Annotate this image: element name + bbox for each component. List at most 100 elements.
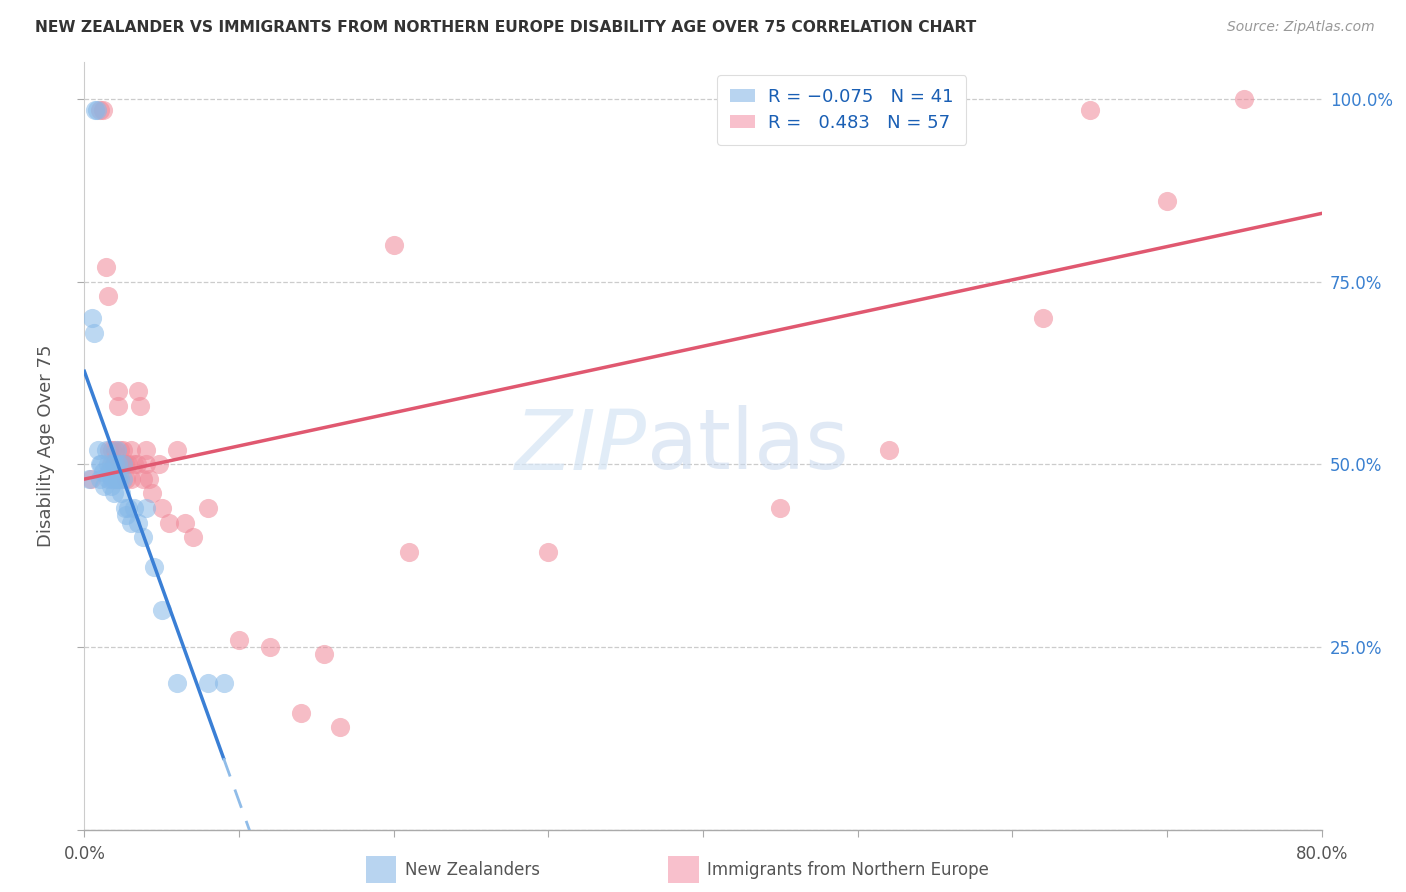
Point — [129, 399, 152, 413]
Point — [148, 457, 170, 471]
Point — [89, 103, 111, 117]
Point — [537, 545, 560, 559]
Text: Immigrants from Northern Europe: Immigrants from Northern Europe — [707, 861, 988, 879]
Point — [101, 472, 124, 486]
Point — [1032, 311, 1054, 326]
Point — [107, 384, 129, 399]
Point — [150, 501, 173, 516]
Point — [108, 442, 131, 457]
Point — [93, 479, 115, 493]
Point — [382, 238, 405, 252]
Point — [104, 457, 127, 471]
Point — [259, 640, 281, 654]
Point — [312, 647, 335, 661]
Point — [101, 442, 124, 457]
Point — [87, 442, 110, 457]
Point — [1078, 103, 1101, 117]
Point — [89, 472, 111, 486]
Point — [96, 289, 118, 303]
Point — [115, 508, 138, 523]
Point — [90, 457, 112, 471]
Point — [104, 472, 127, 486]
Point — [110, 457, 132, 471]
Point — [132, 472, 155, 486]
Text: Source: ZipAtlas.com: Source: ZipAtlas.com — [1227, 20, 1375, 34]
Point — [120, 516, 142, 530]
Point — [108, 472, 131, 486]
Point — [135, 501, 157, 516]
Point — [398, 545, 420, 559]
Point — [107, 472, 129, 486]
Point — [877, 442, 900, 457]
Point — [79, 472, 101, 486]
Point — [100, 479, 122, 493]
Point — [98, 442, 121, 457]
Point — [135, 457, 157, 471]
Point — [135, 442, 157, 457]
Point — [86, 103, 108, 117]
Point — [91, 465, 114, 479]
Point — [1233, 92, 1256, 106]
Point — [96, 457, 118, 471]
Point — [166, 676, 188, 690]
Point — [107, 457, 129, 471]
Point — [105, 472, 128, 486]
Point — [82, 311, 104, 326]
Point — [197, 501, 219, 516]
Point — [101, 457, 124, 471]
Point — [122, 457, 145, 471]
Text: ZIP: ZIP — [516, 406, 647, 486]
Point — [98, 465, 121, 479]
Point — [159, 516, 180, 530]
Y-axis label: Disability Age Over 75: Disability Age Over 75 — [37, 344, 55, 548]
Point — [94, 442, 117, 457]
Point — [103, 457, 125, 471]
Point — [83, 326, 105, 340]
Point — [104, 442, 127, 457]
Point — [120, 472, 142, 486]
Point — [132, 530, 155, 544]
Point — [1156, 194, 1178, 209]
Legend: R = −0.075   N = 41, R =   0.483   N = 57: R = −0.075 N = 41, R = 0.483 N = 57 — [717, 75, 966, 145]
Point — [212, 676, 235, 690]
Point — [96, 472, 118, 486]
Point — [114, 457, 136, 471]
Point — [89, 457, 111, 471]
Point — [228, 632, 250, 647]
Point — [103, 486, 125, 500]
Point — [100, 457, 122, 471]
Point — [112, 457, 135, 471]
Point — [114, 501, 136, 516]
Point — [120, 442, 142, 457]
Point — [141, 486, 163, 500]
Point — [77, 472, 100, 486]
Point — [769, 501, 792, 516]
Point — [112, 457, 135, 471]
Point — [166, 442, 188, 457]
Point — [127, 384, 149, 399]
Point — [290, 706, 312, 720]
Point — [181, 530, 204, 544]
Point — [197, 676, 219, 690]
Point — [105, 442, 128, 457]
Point — [110, 486, 132, 500]
Point — [127, 516, 149, 530]
Point — [115, 472, 138, 486]
Point — [138, 472, 160, 486]
Text: atlas: atlas — [647, 406, 849, 486]
Point — [112, 472, 135, 486]
Point — [125, 457, 148, 471]
Point — [122, 501, 145, 516]
Point — [112, 442, 135, 457]
Point — [91, 103, 114, 117]
Point — [117, 457, 139, 471]
Point — [94, 260, 117, 274]
Text: NEW ZEALANDER VS IMMIGRANTS FROM NORTHERN EUROPE DISABILITY AGE OVER 75 CORRELAT: NEW ZEALANDER VS IMMIGRANTS FROM NORTHER… — [35, 20, 976, 35]
Point — [143, 559, 166, 574]
Point — [107, 399, 129, 413]
Point — [117, 501, 139, 516]
Point — [150, 603, 173, 617]
Point — [84, 103, 107, 117]
Point — [328, 720, 352, 734]
Point — [104, 457, 127, 471]
